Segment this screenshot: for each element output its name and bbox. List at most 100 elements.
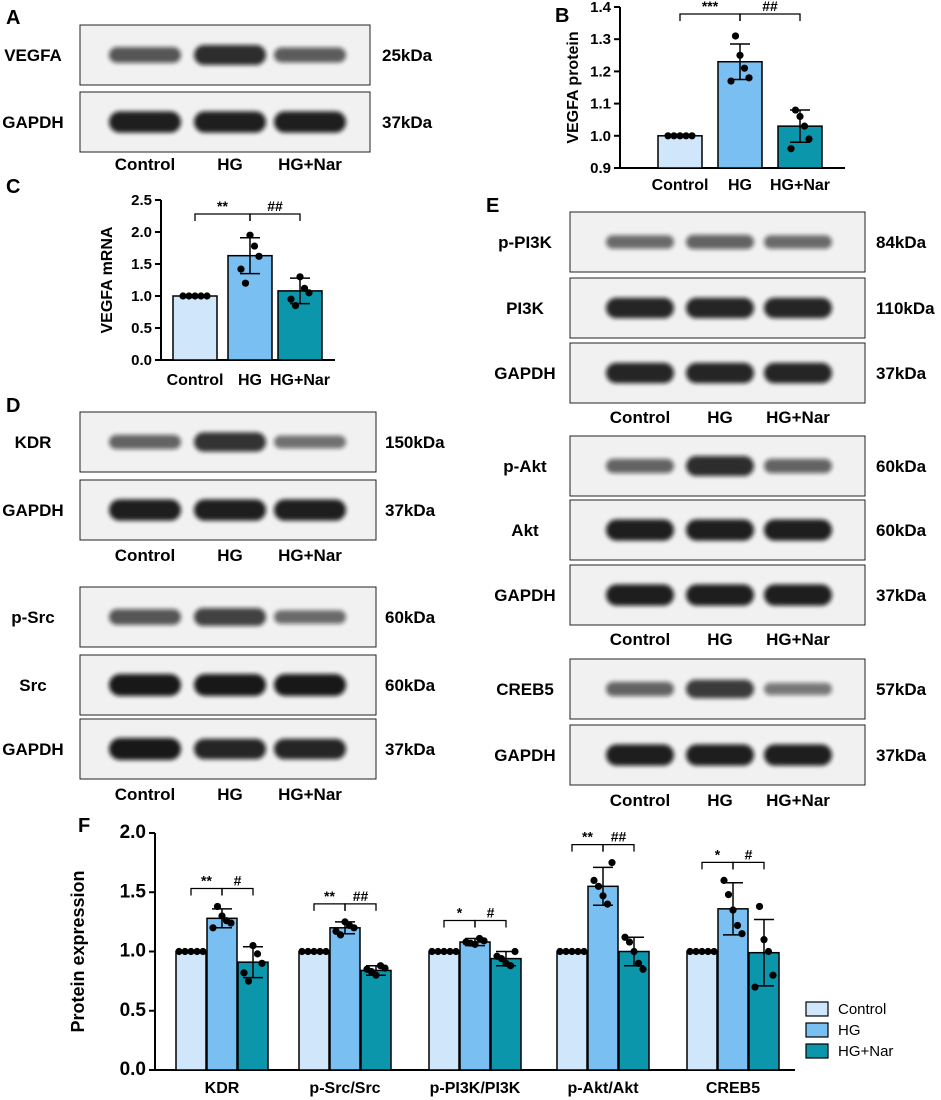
panel-f-category-label: p-Akt/Akt	[567, 1080, 639, 1097]
panel-f-p-src-src-control-data-point	[316, 947, 324, 956]
panel-f-y-tick-label: 0.0	[120, 1059, 146, 1080]
panel-f-y-axis-label: Protein expression	[68, 870, 88, 1032]
panel-e-pi3k-p-pi3k-band	[606, 235, 674, 249]
panel-f-kdr-significance-bracket	[190, 887, 223, 896]
panel-d-src-gapdh-protein-label: GAPDH	[2, 740, 63, 759]
panel-b-control-data-point	[664, 132, 672, 140]
panel-f-p-src-src-hg-bar	[329, 927, 361, 1071]
panel-b-y-axis-label: VEGFA protein	[565, 31, 582, 143]
panel-e-akt-lane-label: HG+Nar	[766, 630, 830, 649]
panel-e-akt-akt-protein-label: Akt	[511, 521, 539, 540]
panel-d-kdr-gapdh-band	[274, 499, 346, 521]
panel-f-p-akt-akt-significance-bracket	[602, 843, 635, 852]
panel-f-p-pi3k-pi3k-control-data-point	[446, 947, 454, 956]
panel-d-kdr-gapdh-band	[194, 499, 266, 521]
panel-f-p-src-src-control-data-point	[310, 947, 318, 956]
panel-b-control-bar	[657, 135, 703, 169]
panel-e-akt-gapdh-band	[764, 584, 832, 606]
panel-c-hg-nar-data-point	[287, 295, 295, 303]
panel-f-p-src-src-hg-nar-data-point	[372, 971, 380, 979]
panel-f-y-tick-label: 0.5	[120, 1000, 147, 1021]
panel-f-p-akt-akt-hg-data-point	[599, 892, 607, 900]
panel-e-pi3k-lane-label: HG	[707, 408, 733, 427]
panel-d-kdr-lane-label: HG+Nar	[278, 546, 342, 565]
panel-c-y-tick-label: 0.5	[131, 320, 152, 337]
panel-e-pi3k-gapdh-size-label: 37kDa	[876, 364, 927, 383]
panel-c-y-tick-label: 0.0	[131, 352, 152, 369]
panel-f-p-pi3k-pi3k-control-data-point	[452, 947, 460, 956]
panel-b-y-tick-label: 1.1	[590, 96, 611, 113]
panel-f-p-pi3k-pi3k-hg-nar-data-point	[506, 962, 515, 970]
panel-f-creb5-hg-nar-data-point	[751, 983, 759, 991]
panel-f-p-src-src-significance-bracket	[313, 903, 346, 911]
panel-f-p-akt-akt-hg-data-point	[608, 859, 616, 867]
panel-d-src-gapdh-band	[109, 738, 181, 760]
panel-e-pi3k-p-pi3k-band	[764, 235, 832, 249]
panel-f-creb5-significance-mark: *	[715, 846, 721, 862]
panel-d-kdr-lane-label: HG	[217, 546, 243, 565]
panel-c-control-data-point	[191, 292, 199, 300]
panel-f-y-tick-label: 1.5	[120, 881, 147, 902]
panel-d-src-gapdh-band	[194, 738, 266, 760]
panel-e-pi3k-lane-label: HG+Nar	[766, 408, 830, 427]
panel-c-hg-data-point	[237, 265, 245, 273]
panel-f-p-akt-akt-significance-bracket	[571, 843, 604, 852]
panel-f-p-pi3k-pi3k-hg-data-point	[480, 937, 488, 945]
panel-c-significance-bracket	[194, 213, 251, 221]
panel-f-p-pi3k-pi3k-hg-bar	[459, 941, 491, 1071]
panel-a-vegfa-size-label: 25kDa	[382, 46, 433, 65]
panel-f-p-src-src-significance-mark: **	[324, 888, 335, 904]
panel-e-creb5-creb5-band	[686, 679, 754, 699]
panel-d-kdr-gapdh-size-label: 37kDa	[385, 501, 436, 520]
panel-f-creb5-control-data-point	[686, 947, 694, 956]
panel-f-p-pi3k-pi3k-control-data-point	[434, 947, 442, 956]
legend-swatch-hg	[805, 1022, 829, 1038]
panel-f-p-akt-akt-control-data-point	[568, 947, 576, 956]
panel-e-akt-p-akt-protein-label: p-Akt	[503, 457, 547, 476]
panel-b-significance-mark: ***	[702, 0, 719, 14]
panel-e-creb5-creb5-protein-label: CREB5	[496, 680, 554, 699]
panel-b-category-label: HG	[728, 177, 752, 194]
panel-a-lane-label: HG	[217, 155, 243, 174]
panel-f-p-akt-akt-control-bar	[556, 950, 588, 1071]
panel-f-kdr-hg-nar-data-point	[249, 941, 257, 950]
panel-f-kdr-hg-nar-data-point	[244, 977, 253, 985]
panel-f-p-pi3k-pi3k-significance-bracket	[474, 919, 507, 928]
panel-f-p-akt-akt-hg-nar-data-point	[639, 965, 647, 973]
panel-f-creb5-significance-bracket	[701, 861, 734, 870]
panel-c-hg-nar-data-point	[305, 289, 313, 297]
panel-a-vegfa-band	[194, 45, 266, 65]
panel-e-pi3k-pi3k-band	[606, 297, 674, 319]
panel-b-hg-nar-data-point	[796, 112, 804, 121]
panel-d-kdr-kdr-protein-label: KDR	[15, 433, 52, 452]
panel-c-significance-mark: **	[217, 198, 228, 214]
panel-e-creb5-creb5-band	[764, 682, 832, 696]
panel-f-y-tick-label: 1.0	[120, 941, 146, 962]
panel-d-src-p-src-size-label: 60kDa	[385, 608, 436, 627]
panel-c-significance-bracket	[249, 213, 301, 221]
panel-f-p-src-src-significance-mark: ##	[353, 888, 369, 904]
panel-b-hg-data-point	[727, 77, 735, 85]
panel-d-src-p-src-protein-label: p-Src	[11, 608, 54, 627]
panel-b-hg-data-point	[731, 32, 740, 40]
panel-f-p-akt-akt-hg-nar-data-point	[630, 947, 638, 956]
panel-f-kdr-hg-data-point	[213, 902, 222, 911]
panel-f-p-pi3k-pi3k-control-data-point	[440, 947, 448, 956]
panel-f-kdr-hg-data-point	[209, 924, 217, 932]
panel-e-akt-akt-band	[764, 519, 832, 541]
panel-f-kdr-significance-mark: **	[201, 872, 212, 888]
panel-f-p-akt-akt-control-data-point	[556, 947, 564, 956]
panel-f-kdr-hg-nar-data-point	[258, 959, 266, 967]
panel-e-akt-p-akt-band	[606, 458, 674, 474]
panel-f-p-src-src-control-data-point	[298, 947, 306, 956]
panel-e-akt-akt-size-label: 60kDa	[876, 521, 927, 540]
panel-d-kdr-lane-label: Control	[115, 546, 175, 565]
panel-d-src-src-size-label: 60kDa	[385, 676, 436, 695]
panel-f-creb5-control-data-point	[698, 947, 706, 956]
panel-f-category-label: KDR	[205, 1080, 240, 1097]
panel-f-kdr-hg-bar	[206, 917, 238, 1071]
panel-e-akt-gapdh-band	[686, 584, 754, 606]
panel-f-creb5-hg-data-point	[729, 906, 737, 914]
panel-b-control-data-point	[682, 132, 690, 140]
panel-c-y-tick-label: 2.5	[131, 192, 152, 209]
